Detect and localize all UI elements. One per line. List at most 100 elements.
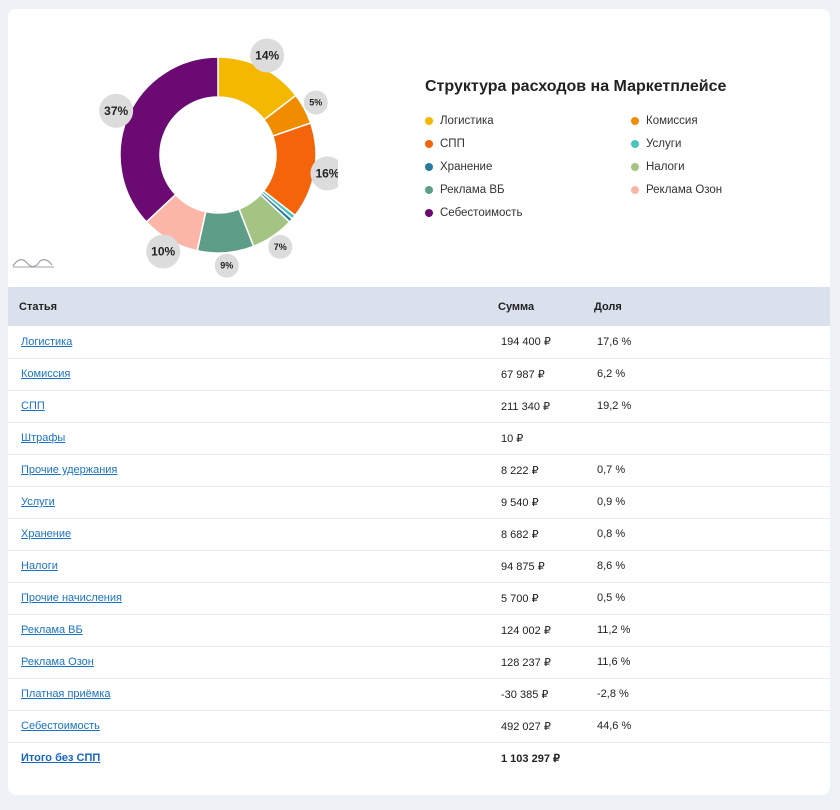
header-sum: Сумма [498, 300, 535, 313]
row-share: 0,5 % [597, 592, 626, 604]
row-share: 0,8 % [597, 528, 626, 540]
legend-item[interactable]: Налоги [631, 159, 765, 174]
table-row: Реклама Озон 128 237 ₽ 11,6 % [8, 646, 830, 678]
total-sum: 1 103 297 ₽ [501, 752, 560, 765]
row-share [594, 422, 830, 454]
legend-label: Комиссия [646, 114, 698, 127]
header-share: Доля [594, 300, 622, 313]
slice-label: 37% [104, 104, 128, 118]
donut-slice[interactable] [119, 56, 219, 223]
legend-dot-icon [631, 139, 639, 148]
slice-label: 16% [315, 166, 338, 180]
row-sum: 9 540 ₽ [501, 496, 539, 509]
total-row: Итого без СПП 1 103 297 ₽ [8, 742, 830, 774]
table-row: Прочие начисления 5 700 ₽ 0,5 % [8, 582, 830, 614]
row-item-link[interactable]: СПП [21, 400, 45, 412]
row-sum: 8 222 ₽ [501, 464, 539, 477]
row-share: 6,2 % [597, 368, 626, 380]
table-row: Себестоимость 492 027 ₽ 44,6 % [8, 710, 830, 742]
legend-item[interactable]: Логистика [425, 113, 631, 128]
table-row: СПП 211 340 ₽ 19,2 % [8, 390, 830, 422]
slice-label-bubble [268, 234, 293, 259]
table-row: Штрафы 10 ₽ [8, 422, 830, 454]
table-header-row: Статья Сумма Доля [8, 287, 830, 326]
table-row: Прочие удержания 8 222 ₽ 0,7 % [8, 454, 830, 486]
row-share: 17,6 % [597, 335, 632, 348]
slice-label-bubble [250, 38, 285, 73]
row-sum: 128 237 ₽ [501, 656, 551, 669]
row-sum: 5 700 ₽ [501, 592, 539, 605]
row-share: 19,2 % [597, 400, 632, 412]
table-row: Налоги 94 875 ₽ 8,6 % [8, 550, 830, 582]
row-item-link[interactable]: Прочие удержания [21, 464, 118, 476]
slice-label: 5% [309, 97, 322, 107]
legend-label: Реклама ВБ [440, 183, 505, 196]
legend-dot-icon [425, 139, 433, 148]
legend-item[interactable]: СПП [425, 136, 631, 151]
total-share [594, 742, 830, 774]
table-row: Услуги 9 540 ₽ 0,9 % [8, 486, 830, 518]
row-sum: 124 002 ₽ [501, 624, 551, 637]
row-item-link[interactable]: Платная приёмка [21, 688, 111, 700]
slice-label-bubble [99, 93, 134, 128]
legend-dot-icon [631, 185, 639, 194]
row-item-link[interactable]: Реклама ВБ [21, 624, 83, 636]
slice-label-bubble [303, 90, 328, 115]
donut-chart: 14% 5% 16% 7% 9% 10% 37% [99, 38, 338, 278]
row-item-link[interactable]: Себестоимость [21, 720, 100, 732]
legend-label: СПП [440, 137, 465, 150]
slice-label-bubble [310, 156, 338, 191]
legend-dot-icon [425, 116, 433, 125]
slice-label-bubble [214, 253, 239, 278]
legend-item[interactable]: Реклама ВБ [425, 182, 631, 197]
table-row: Логистика 194 400 ₽ 17,6 % [8, 326, 830, 358]
table-row: Платная приёмка -30 385 ₽ -2,8 % [8, 678, 830, 710]
row-share: 0,9 % [597, 496, 626, 508]
slice-label: 10% [151, 245, 175, 259]
legend-item[interactable]: Услуги [631, 136, 765, 151]
header-item: Статья [19, 300, 58, 313]
row-item-link[interactable]: Прочие начисления [21, 592, 122, 604]
legend-label: Себестоимость [440, 206, 523, 219]
legend-label: Хранение [440, 160, 493, 173]
row-item-link[interactable]: Логистика [21, 335, 73, 348]
row-item-link[interactable]: Услуги [21, 496, 55, 508]
row-item-link[interactable]: Хранение [21, 528, 72, 540]
row-sum: -30 385 ₽ [501, 688, 549, 701]
legend-dot-icon [425, 162, 433, 171]
legend-dot-icon [425, 208, 433, 217]
row-share: 8,6 % [597, 560, 626, 572]
row-share: 0,7 % [597, 464, 626, 476]
table-row: Хранение 8 682 ₽ 0,8 % [8, 518, 830, 550]
row-sum: 67 987 ₽ [501, 368, 545, 381]
chart-title: Структура расходов на Маркетплейсе [425, 78, 727, 95]
expense-structure-card: 14% 5% 16% 7% 9% 10% 37% Структура расходов на… [8, 9, 830, 795]
legend-label: Реклама Озон [646, 183, 723, 196]
row-item-link[interactable]: Реклама Озон [21, 656, 94, 668]
legend-label: Услуги [646, 137, 682, 150]
table-row: Реклама ВБ 124 002 ₽ 11,2 % [8, 614, 830, 646]
row-share: 44,6 % [597, 720, 632, 732]
chart-area: 14% 5% 16% 7% 9% 10% 37% Структура расходов на… [8, 9, 830, 287]
chart-legend: Логистика Комиссия СПП Услуги Хранение Налоги… [425, 113, 765, 220]
row-item-link[interactable]: Комиссия [21, 368, 71, 380]
row-sum: 94 875 ₽ [501, 560, 545, 573]
row-share: -2,8 % [597, 688, 629, 700]
slice-label-bubble [146, 234, 181, 269]
legend-item[interactable]: Комиссия [631, 113, 765, 128]
row-share: 11,2 % [597, 624, 631, 636]
table-row: Комиссия 67 987 ₽ 6,2 % [8, 358, 830, 390]
row-sum: 8 682 ₽ [501, 528, 539, 541]
legend-item[interactable]: Хранение [425, 159, 631, 174]
legend-item[interactable]: Себестоимость [425, 205, 631, 220]
row-item-link[interactable]: Налоги [21, 560, 58, 572]
legend-item[interactable]: Реклама Озон [631, 182, 765, 197]
row-share: 11,6 % [597, 656, 631, 668]
total-item-link[interactable]: Итого без СПП [21, 752, 101, 765]
row-sum: 194 400 ₽ [501, 336, 551, 349]
legend-dot-icon [631, 162, 639, 171]
row-item-link[interactable]: Штрафы [21, 432, 66, 444]
wave-logo-icon [12, 259, 54, 268]
legend-label: Логистика [440, 114, 494, 127]
legend-label: Налоги [646, 160, 685, 173]
